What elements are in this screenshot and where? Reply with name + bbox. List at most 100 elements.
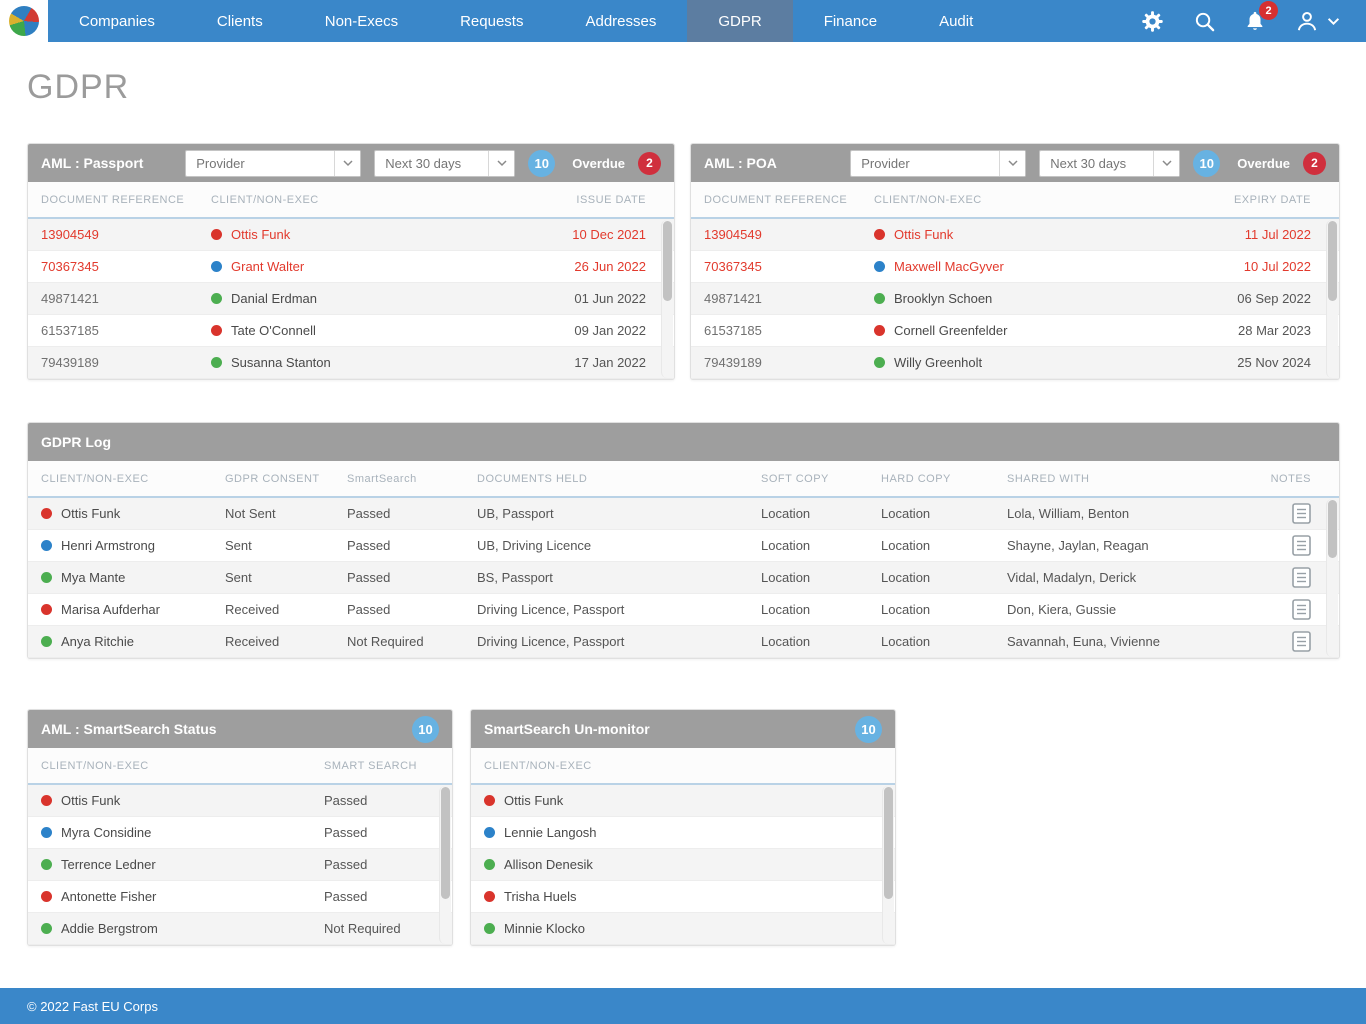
scrollbar[interactable] [1326,220,1338,378]
settings-gear-icon[interactable] [1140,9,1165,34]
overdue-count-badge[interactable]: 2 [1303,151,1326,175]
date-cell: 09 Jan 2022 [574,323,646,338]
notes-icon[interactable] [1292,567,1311,588]
table-body: 13904549 Ottis Funk 10 Dec 2021 70367345 Gra… [28,219,674,379]
table-row[interactable]: Mya Mante Sent Passed BS, Passport Location L… [28,562,1339,594]
chevron-down-icon[interactable] [1153,150,1180,176]
smartsearch-cell: Passed [347,506,391,521]
table-row[interactable]: 49871421 Brooklyn Schoen 06 Sep 2022 [691,283,1339,315]
client-cell: Anya Ritchie [41,634,225,649]
table-row[interactable]: Minnie Klocko [471,913,895,945]
table-row[interactable]: Addie Bergstrom Not Required [28,913,452,945]
scrollbar-thumb[interactable] [1328,500,1337,558]
table-row[interactable]: Ottis Funk [471,785,895,817]
notifications-bell-icon[interactable]: 2 [1244,1,1278,33]
overdue-count-badge[interactable]: 2 [638,151,661,175]
page-title: GDPR [27,68,130,106]
table-row[interactable]: 70367345 Maxwell MacGyver 10 Jul 2022 [691,251,1339,283]
chevron-down-icon[interactable] [999,150,1026,176]
soft-copy-cell: Location [761,538,811,553]
client-cell: Ottis Funk [874,227,1181,242]
table-row[interactable]: 61537185 Tate O'Connell 09 Jan 2022 [28,315,674,347]
table-row[interactable]: Ottis Funk Passed [28,785,452,817]
table-row[interactable]: Allison Denesik [471,849,895,881]
table-row[interactable]: 61537185 Cornell Greenfelder 28 Mar 2023 [691,315,1339,347]
table-row[interactable]: Terrence Ledner Passed [28,849,452,881]
status-dot-red [41,795,52,806]
table-row[interactable]: Henri Armstrong Sent Passed UB, Driving Lic… [28,530,1339,562]
table-row[interactable]: 79439189 Willy Greenholt 25 Nov 2024 [691,347,1339,379]
status-dot-green [211,293,222,304]
client-name: Willy Greenholt [894,355,983,370]
chevron-down-icon[interactable] [488,150,515,176]
scrollbar[interactable] [439,786,451,944]
table-row[interactable]: Anya Ritchie Received Not Required Driving … [28,626,1339,658]
hard-copy-cell: Location [881,506,931,521]
shared-with-cell: Savannah, Euna, Vivienne [1007,634,1160,649]
provider-filter-value: Provider [196,155,245,171]
table-row[interactable]: Lennie Langosh [471,817,895,849]
account-menu[interactable] [1294,8,1340,34]
nav-item-gdpr[interactable]: GDPR [687,0,793,42]
table-row[interactable]: 49871421 Danial Erdman 01 Jun 2022 [28,283,674,315]
search-icon[interactable] [1193,10,1216,33]
status-dot-red [211,229,222,240]
column-header-smart-search: SMART SEARCH [324,759,418,772]
table-row[interactable]: Myra Considine Passed [28,817,452,849]
scrollbar[interactable] [1326,499,1338,657]
period-filter-dropdown[interactable]: Next 30 days [1039,149,1181,177]
shared-with-cell: Don, Kiera, Gussie [1007,602,1117,617]
date-cell: 17 Jan 2022 [574,355,646,370]
panel-aml-passport: AML : Passport Provider Next 30 days 10 … [27,143,675,380]
scrollbar[interactable] [882,786,894,944]
document-reference-cell: 13904549 [704,227,762,242]
nav-item-finance[interactable]: Finance [823,12,878,30]
scrollbar-thumb[interactable] [1328,221,1337,301]
panel-gdpr-log: GDPR Log CLIENT/NON-EXEC GDPR CONSENT Sm… [27,422,1340,659]
notes-icon[interactable] [1292,503,1311,524]
client-cell: Trisha Huels [484,889,867,904]
column-header-client: CLIENT/NON-EXEC [41,759,149,772]
app-logo[interactable] [0,0,48,42]
nav-item-audit[interactable]: Audit [939,12,974,30]
documents-held-cell: Driving Licence, Passport [477,602,625,617]
scrollbar[interactable] [661,220,673,378]
gdpr-consent-cell: Received [225,602,280,617]
notes-icon[interactable] [1292,631,1311,652]
document-reference-cell: 13904549 [41,227,99,242]
status-dot-red [484,891,495,902]
chevron-down-icon[interactable] [334,150,361,176]
nav-item-companies[interactable]: Companies [79,12,155,30]
client-cell: Henri Armstrong [41,538,225,553]
client-name: Brooklyn Schoen [894,291,993,306]
nav-item-requests[interactable]: Requests [460,12,524,30]
table-row[interactable]: Trisha Huels [471,881,895,913]
notes-icon[interactable] [1292,599,1311,620]
client-cell: Ottis Funk [41,793,324,808]
notes-cell [1253,599,1311,620]
table-row[interactable]: 13904549 Ottis Funk 10 Dec 2021 [28,219,674,251]
table-row[interactable]: Marisa Aufderhar Received Passed Driving Li… [28,594,1339,626]
nav-item-addresses[interactable]: Addresses [585,12,657,30]
scrollbar-thumb[interactable] [884,787,893,899]
table-row[interactable]: Ottis Funk Not Sent Passed UB, Passport Loca… [28,498,1339,530]
table-row[interactable]: 79439189 Susanna Stanton 17 Jan 2022 [28,347,674,379]
hard-copy-cell: Location [881,570,931,585]
provider-filter-dropdown[interactable]: Provider [185,149,362,177]
table-row[interactable]: 13904549 Ottis Funk 11 Jul 2022 [691,219,1339,251]
nav-item-non-execs[interactable]: Non-Execs [324,12,399,30]
scrollbar-thumb[interactable] [663,221,672,301]
provider-filter-dropdown[interactable]: Provider [850,149,1027,177]
notes-icon[interactable] [1292,535,1311,556]
nav-item-clients[interactable]: Clients [216,12,263,30]
column-header-notes: NOTES [1270,472,1311,485]
table-row[interactable]: Antonette Fisher Passed [28,881,452,913]
table-row[interactable]: 70367345 Grant Walter 26 Jun 2022 [28,251,674,283]
status-dot-green [41,572,52,583]
table-header: DOCUMENT REFERENCE CLIENT/NON-EXEC ISSUE… [28,182,674,219]
client-name: Terrence Ledner [61,857,156,872]
panel-smartsearch-status: AML : SmartSearch Status 10 CLIENT/NON-E… [27,709,453,946]
hard-copy-cell: Location [881,634,931,649]
scrollbar-thumb[interactable] [441,787,450,899]
period-filter-dropdown[interactable]: Next 30 days [374,149,516,177]
